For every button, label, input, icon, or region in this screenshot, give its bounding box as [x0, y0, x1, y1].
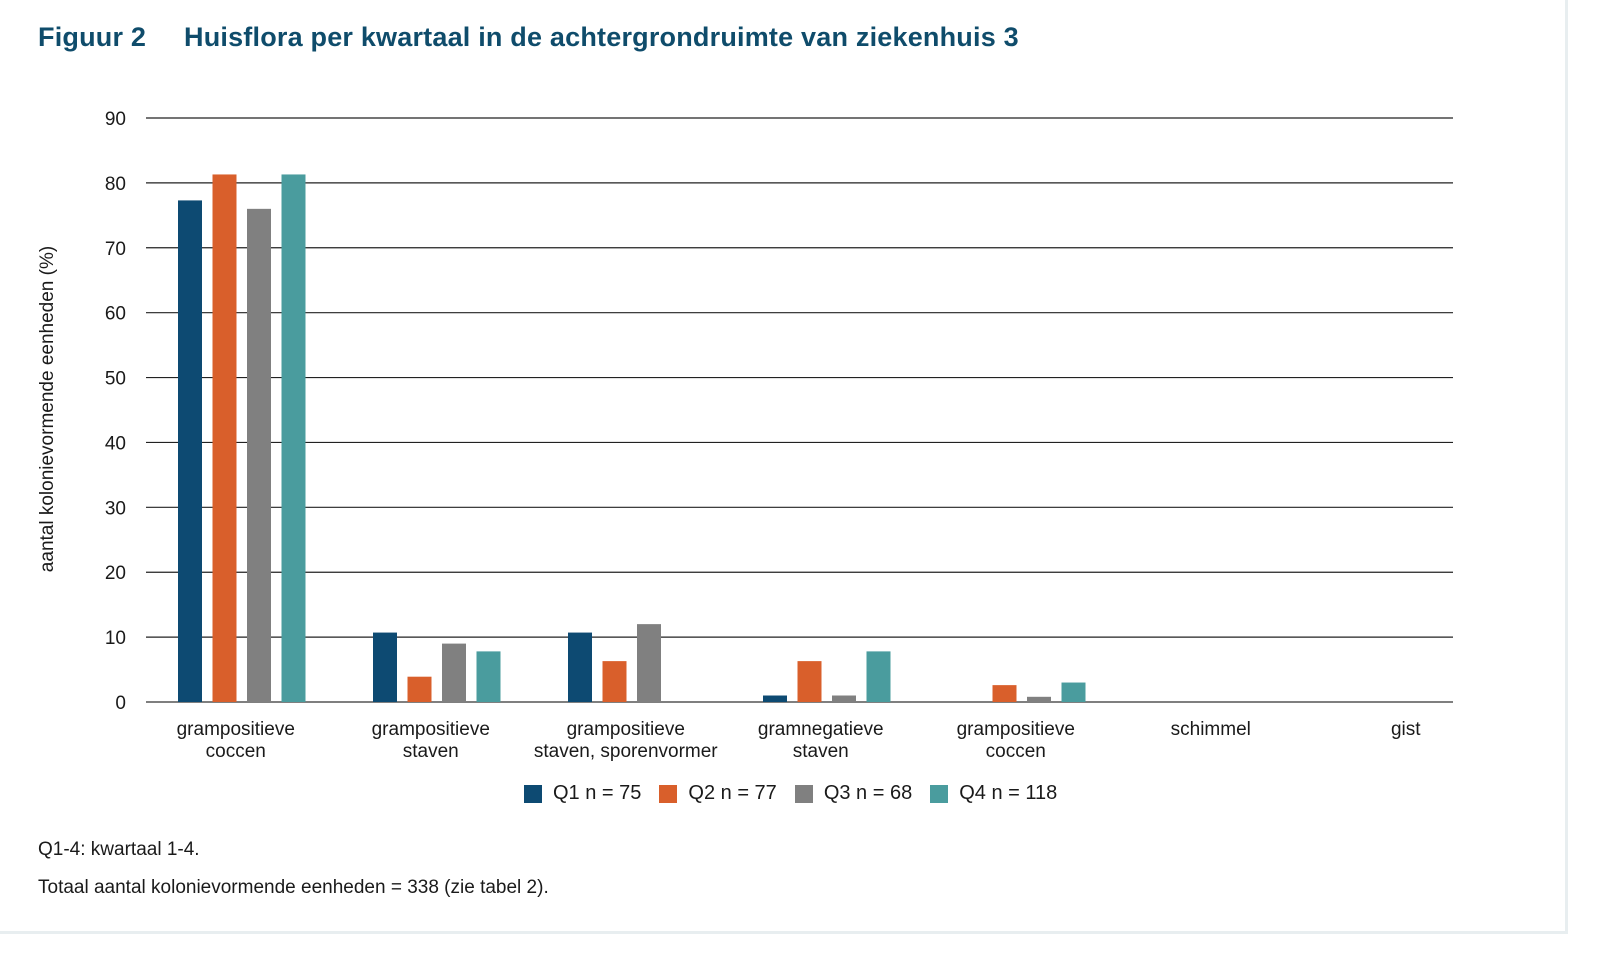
bar	[442, 643, 466, 702]
bar	[373, 632, 397, 702]
bar	[281, 174, 306, 702]
x-category-label: grampositieve staven, sporenvormer	[534, 719, 718, 762]
y-tick-label: 20	[105, 563, 126, 584]
legend-label: Q4 n = 118	[959, 782, 1058, 804]
x-category-label-line: staven	[403, 741, 459, 762]
figure-title: Figuur 2 Huisflora per kwartaal in de ach…	[38, 22, 1019, 53]
bar	[212, 174, 237, 702]
bar	[178, 200, 202, 703]
x-category-label: grampositieve coccen	[957, 719, 1075, 762]
x-category-label-line: schimmel	[1171, 719, 1251, 740]
legend-swatch	[794, 784, 813, 803]
legend-label: Q1 n = 75	[553, 782, 642, 804]
legend-item: Q1 n = 75	[524, 782, 641, 805]
x-category-label-line: staven, sporenvormer	[534, 741, 718, 762]
y-tick-label: 70	[105, 239, 126, 260]
legend-swatch	[930, 784, 949, 803]
footnote-total: Totaal aantal kolonievormende eenheden =…	[38, 877, 549, 898]
y-tick-label: 50	[105, 369, 126, 390]
x-category-label: schimmel	[1171, 719, 1251, 740]
legend-item: Q2 n = 77	[659, 782, 777, 805]
bar	[637, 624, 661, 702]
x-category-label-line: coccen	[206, 741, 266, 762]
y-tick-label: 80	[105, 174, 126, 195]
bar	[1061, 682, 1086, 702]
y-tick-label: 90	[105, 109, 126, 130]
legend-label: Q3 n = 68	[823, 782, 913, 804]
x-category-label: gramnegatieve staven	[758, 719, 884, 762]
legend-swatch	[524, 784, 542, 803]
bar	[832, 695, 856, 702]
y-tick-label: 0	[115, 693, 126, 714]
chart-legend: Q1 n = 75 Q2 n = 77 Q3 n = 68 Q4 n = 118	[524, 782, 1075, 805]
bar	[602, 661, 627, 702]
y-tick-label: 40	[105, 433, 126, 454]
legend-label: Q2 n = 77	[688, 782, 777, 804]
bar	[568, 632, 592, 702]
footnote-quarters: Q1-4: kwartaal 1-4.	[38, 839, 200, 860]
x-category-label-line: gramnegatieve	[758, 719, 884, 740]
x-category-label: gist	[1391, 719, 1421, 740]
figure-title-text: Huisflora per kwartaal in de achtergrond…	[184, 22, 1019, 52]
figure-panel: Figuur 2 Huisflora per kwartaal in de ach…	[0, 0, 1568, 934]
legend-item: Q3 n = 68	[794, 782, 913, 805]
bar	[866, 651, 891, 702]
x-category-label-line: gist	[1391, 719, 1421, 740]
x-category-label: grampositieve staven	[372, 719, 490, 762]
bar	[407, 676, 432, 702]
figure-number: Figuur 2	[38, 22, 147, 52]
bar	[247, 208, 271, 702]
x-category-label-line: grampositieve	[567, 719, 685, 740]
x-category-label-line: grampositieve	[957, 719, 1075, 740]
bar	[763, 695, 787, 702]
y-tick-label: 60	[105, 304, 126, 325]
y-tick-label: 30	[105, 498, 126, 519]
x-category-label-line: staven	[793, 741, 849, 762]
y-tick-label: 10	[105, 628, 126, 649]
bar	[1027, 696, 1051, 702]
bar	[476, 651, 501, 702]
legend-item: Q4 n = 118	[930, 782, 1057, 805]
bar	[797, 661, 822, 702]
x-category-label-line: coccen	[986, 741, 1046, 762]
x-category-label-line: grampositieve	[177, 719, 295, 740]
bar	[992, 685, 1017, 702]
y-axis-label: aantal kolonievormende eenheden (%)	[37, 245, 58, 573]
x-category-label-line: grampositieve	[372, 719, 490, 740]
legend-swatch	[659, 784, 678, 803]
x-category-label: grampositieve coccen	[177, 719, 295, 762]
